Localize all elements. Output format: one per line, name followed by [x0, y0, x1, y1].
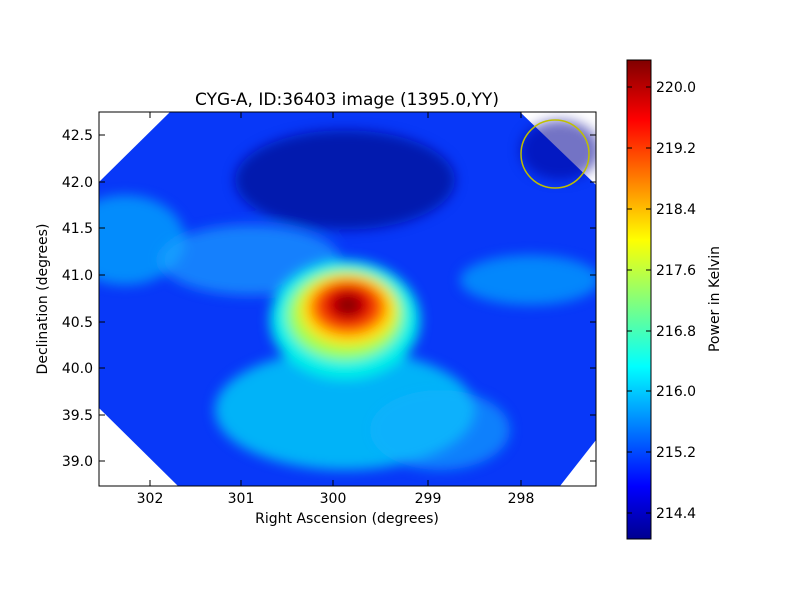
chart-title: CYG-A, ID:36403 image (1395.0,YY): [195, 90, 499, 110]
colorbar-tick-label: 215.2: [656, 445, 696, 461]
colorbar-tick-label: 217.6: [656, 263, 696, 279]
y-tick-label: 40.0: [62, 361, 93, 377]
y-tick-label: 41.0: [62, 268, 93, 284]
colorbar-tick-label: 214.4: [656, 506, 696, 522]
heatmap-image: [99, 112, 596, 486]
colorbar-ticks: [627, 86, 651, 514]
y-tick-label: 41.5: [62, 221, 93, 237]
x-tick-label: 298: [508, 491, 535, 507]
x-tick-label: 300: [320, 491, 347, 507]
y-axis-label: Declination (degrees): [35, 224, 51, 375]
colorbar-tick-label: 216.0: [656, 384, 696, 400]
heatmap-intensity: [99, 120, 596, 470]
x-tick-label: 301: [228, 491, 255, 507]
x-tick-label: 302: [137, 491, 164, 507]
y-tick-label: 39.0: [62, 454, 93, 470]
y-tick-label: 42.0: [62, 175, 93, 191]
colorbar-label: Power in Kelvin: [707, 246, 723, 352]
x-tick-label: 299: [415, 491, 442, 507]
colorbar-tick-label: 220.0: [656, 80, 696, 96]
y-tick-label: 42.5: [62, 128, 93, 144]
y-tick-label: 39.5: [62, 408, 93, 424]
x-axis-label: Right Ascension (degrees): [255, 511, 439, 527]
y-tick-label: 40.5: [62, 315, 93, 331]
plot-frame: [98, 111, 597, 487]
colorbar: [626, 59, 652, 540]
colorbar-tick-label: 218.4: [656, 202, 696, 218]
colorbar-tick-label: 219.2: [656, 141, 696, 157]
x-axis-ticks: [149, 112, 522, 486]
beam-marker-circle: [520, 119, 590, 189]
colorbar-tick-label: 216.8: [656, 324, 696, 340]
y-axis-ticks: [99, 134, 596, 462]
